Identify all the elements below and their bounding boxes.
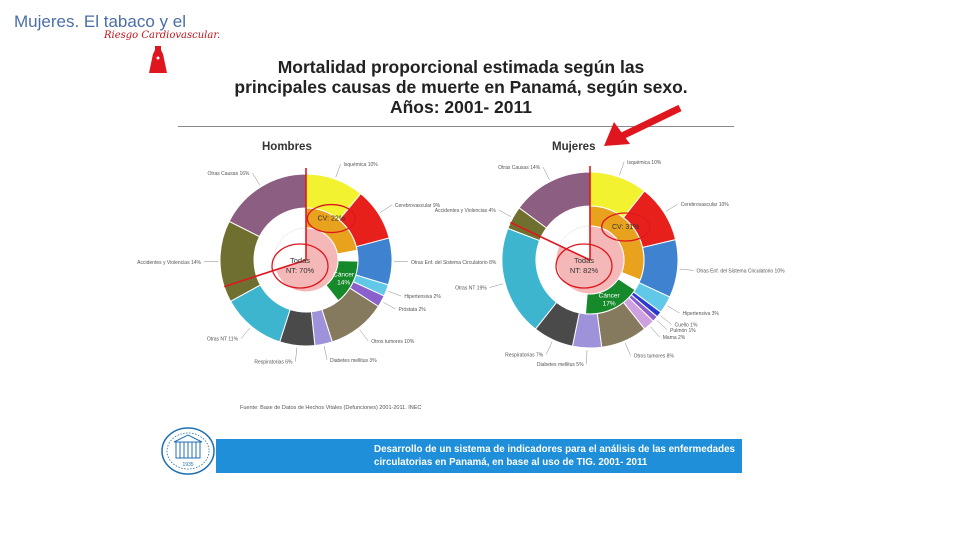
mujeres-label-cerebrovascular-10: Cerebrovascular 10% [681, 202, 730, 208]
hombres-leader-diabetes-mellitus-3 [323, 346, 328, 360]
mujeres-leader-cuello-1 [660, 315, 672, 325]
source-note: Fuente: Base de Datos de Hechos Vitales … [240, 405, 422, 411]
mujeres-label-otras-causas-14: Otras Causas 14% [498, 165, 541, 171]
mujeres-label-isquemica-10: Isquémica 10% [627, 160, 662, 166]
mujeres-leader-otros-tumores-8 [624, 342, 631, 356]
mujeres-annotation-nt-line1: Todas [574, 256, 594, 265]
mujeres-leader-hipertensiva-3 [667, 305, 680, 314]
mujeres-label-respiratorias-7: Respiratorias 7% [505, 352, 544, 358]
hombres-annotation-cancer-line1: Cáncer [333, 272, 355, 279]
footer-banner-text: Desarrollo de un sistema de indicadores … [374, 444, 736, 468]
hombres-red-marker-nt [223, 259, 307, 288]
mujeres-label-otras-nt-19: Otras NT 19% [455, 285, 487, 291]
slide-header-subtitle: Riesgo Cardiovascular. [104, 30, 221, 41]
red-arrow-icon [604, 104, 682, 146]
hombres-annotation-cancer-line2: 14% [337, 280, 350, 287]
hombres-leader-hipertensiva-2 [388, 290, 402, 297]
slide-header-title: Mujeres. El tabaco y el [14, 12, 186, 31]
mujeres-leader-respiratorias-7 [545, 341, 553, 355]
mujeres-nt-circle [555, 243, 613, 289]
hombres-label-isquemica-10: Isquémica 10% [344, 162, 379, 168]
mujeres-label-accidentes-y-violencias-4: Accidentes y Violencias 4% [435, 208, 497, 214]
mujeres-label-cuello-1: Cuello 1% [675, 322, 698, 328]
mujeres-label-mama-2: Mama 2% [663, 335, 686, 341]
hombres-leader-respiratorias-6 [295, 347, 298, 362]
university-seal-logo: 1935 [161, 427, 215, 475]
hombres-label-otros-tumores-10: Otros tumores 10% [371, 339, 415, 345]
hombres-label-respiratorias-6: Respiratorias 6% [254, 359, 293, 365]
seal-year: 1935 [182, 462, 193, 468]
mujeres-leader-otras-enf-del-sistema-circulatorio-10 [679, 268, 694, 271]
mujeres-leader-otras-nt-19 [489, 283, 504, 288]
mujeres-red-marker-nt [510, 221, 591, 261]
mujeres-leader-pulmon-1 [656, 320, 668, 330]
mujeres-annotation-nt-line2: NT: 82% [570, 266, 599, 275]
mujeres-leader-accidentes-y-violencias-4 [498, 209, 512, 217]
mujeres-label-pulmon-1: Pulmón 1% [670, 328, 696, 334]
hombres-label-accidentes-y-violencias-14: Accidentes y Violencias 14% [137, 260, 201, 266]
mujeres-label-otras-enf-del-sistema-circulatorio-10: Otras Enf. del Sistema Circulatorio 10% [696, 268, 785, 274]
hombres-label-cerebrovascular-9: Cerebrovascular 9% [395, 203, 441, 209]
hombres-cv-circle [306, 203, 356, 234]
hombres-chart-title: Hombres [262, 141, 312, 153]
mujeres-label-diabetes-mellitus-5: Diabetes mellitus 5% [537, 362, 584, 368]
mujeres-leader-otras-causas-14 [542, 167, 550, 180]
hombres-leader-prostata-2 [383, 302, 396, 310]
hombres-label-diabetes-mellitus-3: Diabetes mellitus 3% [330, 358, 377, 364]
chart-title: Mortalidad proporcional estimada según l… [234, 57, 688, 117]
mujeres-leader-mama-2 [650, 326, 660, 338]
hombres-leader-otras-causas-16 [252, 173, 261, 186]
hombres-leader-cerebrovascular-9 [379, 204, 393, 213]
mujeres-cv-circle [601, 212, 651, 242]
hombres-label-otras-enf-del-sistema-circulatorio-8: Otras Enf. del Sistema Circulatorio 8% [411, 260, 497, 266]
mujeres-chart-title: Mujeres [552, 141, 596, 153]
title-divider [178, 126, 734, 127]
mujeres-label-hipertensiva-3: Hipertensiva 3% [682, 311, 719, 317]
mujeres-annotation-cv: CV: 31% [612, 224, 639, 231]
mujeres-leader-isquemica-10 [619, 161, 625, 176]
hombres-annotation-cv: CV: 22% [318, 216, 345, 223]
hombres-label-prostata-2: Próstata 2% [398, 307, 426, 313]
hombres-label-hipertensiva-2: Hipertensiva 2% [404, 294, 441, 300]
hombres-leader-otros-tumores-10 [359, 329, 369, 341]
mujeres-label-otros-tumores-8: Otros tumores 8% [634, 354, 675, 360]
mujeres-leader-cerebrovascular-10 [665, 203, 678, 212]
mujeres-annotation-cancer-line1: Cáncer [599, 293, 621, 300]
mujeres-annotation-cancer-line2: 17% [603, 301, 616, 308]
hombres-annotation-nt-line1: Todas [290, 256, 310, 265]
hombres-label-otras-causas-16: Otras Causas 16% [208, 171, 251, 177]
hombres-leader-isquemica-10 [335, 163, 341, 178]
hombres-label-otras-nt-11: Otras NT 11% [207, 337, 239, 343]
footer-banner: Desarrollo de un sistema de indicadores … [216, 439, 742, 473]
hombres-leader-otras-nt-11 [240, 327, 251, 339]
hombres-annotation-nt-line2: NT: 70% [286, 266, 315, 275]
red-dress-icon [149, 46, 167, 73]
hombres-nt-circle [271, 243, 329, 289]
